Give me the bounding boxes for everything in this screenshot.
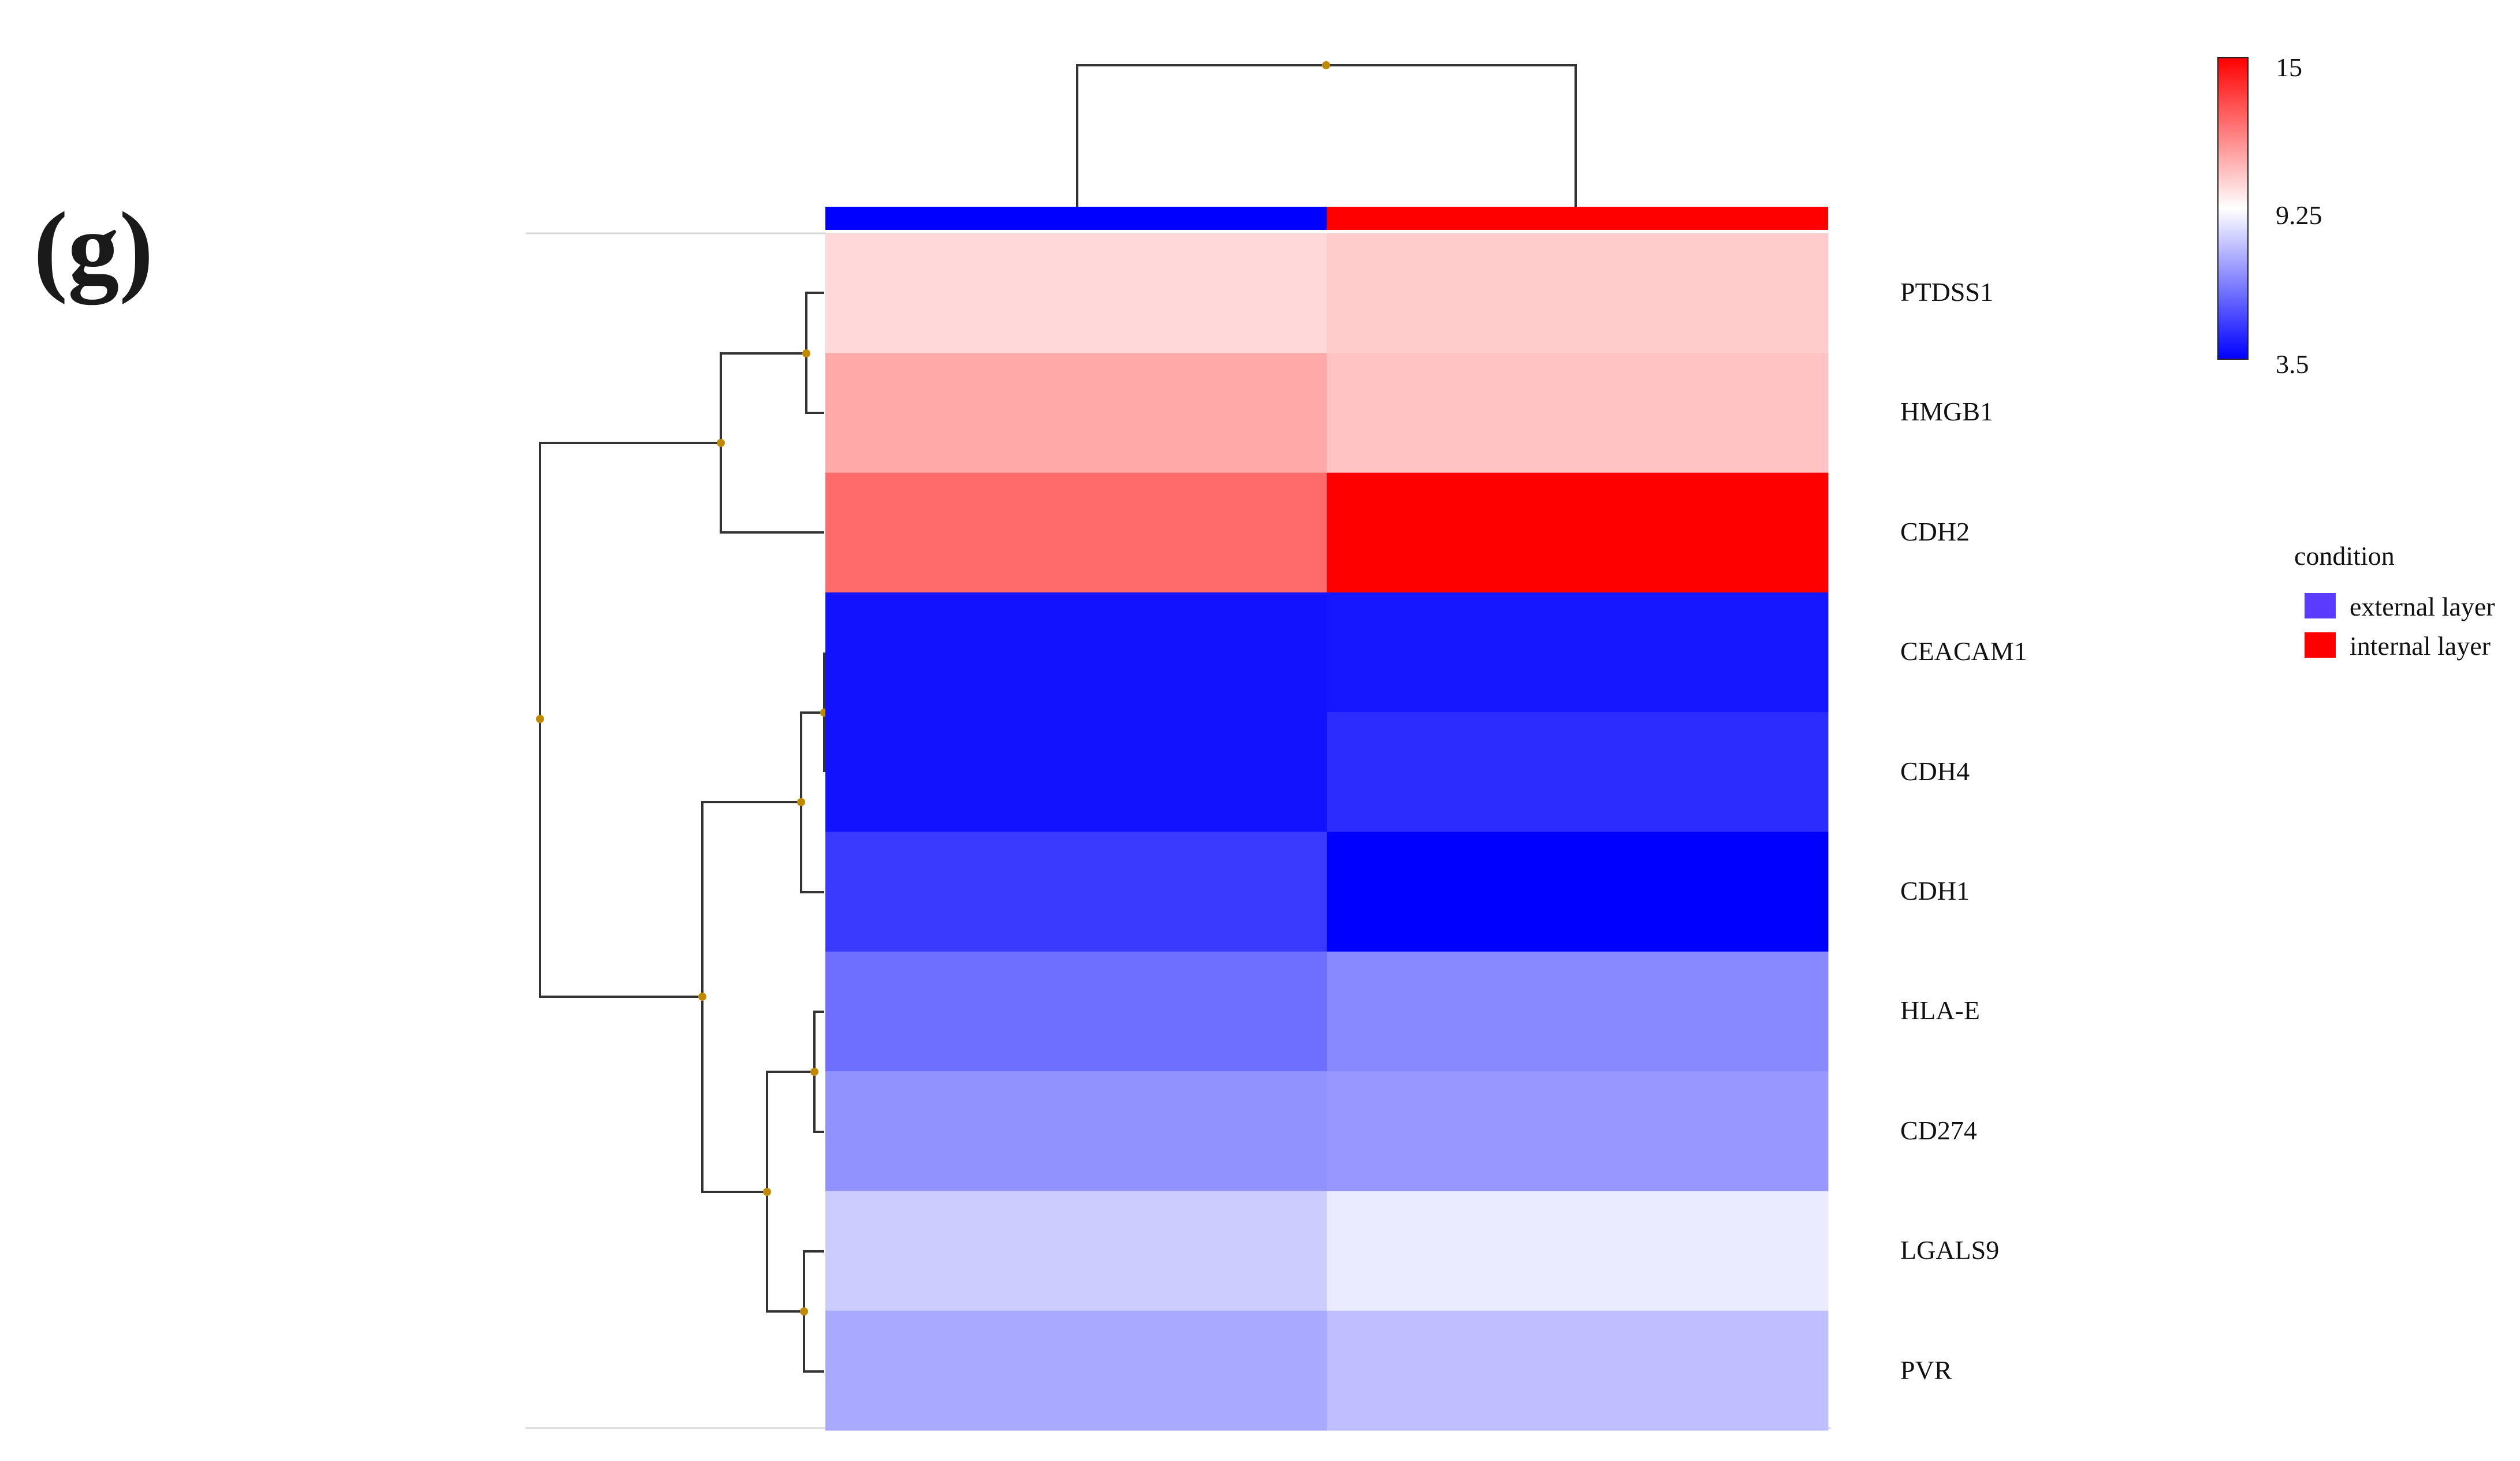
legend-label-external-layer: external layer [2350,592,2495,621]
column-dendrogram [1076,61,1577,207]
row-dendrogram-node [797,798,805,806]
heatmap-cells [825,233,1829,1431]
color-scale-mid-label: 9.25 [2276,200,2322,230]
row-label-cdh4: CDH4 [1900,756,1970,786]
condition-legend-title: condition [2294,541,2395,571]
row-label-cd274: CD274 [1900,1116,1977,1145]
condition-annotation-bar [825,207,1828,230]
color-scale-max-label: 15 [2276,53,2302,82]
condition-bar-external-layer [825,207,1327,230]
row-dendrogram-node [810,1068,818,1076]
column-dendrogram-node [1322,61,1330,69]
row-label-ceacam1: CEACAM1 [1900,636,2027,666]
row-label-cdh1: CDH1 [1900,876,1970,905]
heatmap-cell-ptdss1-external-layer [825,233,1327,353]
heatmap-cell-ceacam1-internal-layer [1327,592,1829,713]
row-label-hla-e: HLA-E [1900,996,1980,1025]
row-labels: PTDSS1 HMGB1 CDH2 CEACAM1 CDH4 CDH1 HLA-… [1900,277,2027,1385]
row-label-cdh2: CDH2 [1900,517,1970,546]
heatmap-cell-cdh4-external-layer [825,712,1327,832]
heatmap-cell-hla-e-internal-layer [1327,951,1829,1072]
row-dendrogram-node [800,1307,808,1315]
row-dendrogram [536,292,828,1373]
row-dendrogram-branch [766,1071,814,1313]
heatmap-cell-ptdss1-internal-layer [1327,233,1829,353]
heatmap-cell-hla-e-external-layer [825,951,1327,1072]
heatmap-cell-cdh2-external-layer [825,472,1327,593]
condition-bar-internal-layer [1327,207,1828,230]
panel-label: (g) [33,191,154,305]
heatmap-cell-hmgb1-external-layer [825,353,1327,474]
heatmap-cell-cdh1-external-layer [825,832,1327,952]
legend-label-internal-layer: internal layer [2350,631,2491,661]
heatmap-cell-cd274-external-layer [825,1071,1327,1191]
color-scale-min-label: 3.5 [2276,349,2309,379]
legend-swatch-external-layer [2305,593,2336,618]
heatmap-cell-cdh4-internal-layer [1327,712,1829,832]
heatmap-cell-cd274-internal-layer [1327,1071,1829,1191]
color-scale-legend: 15 9.25 3.5 [2217,53,2322,379]
row-dendrogram-branch [539,442,721,998]
heatmap-cell-cdh1-internal-layer [1327,832,1829,952]
heatmap-cell-ceacam1-external-layer [825,592,1327,713]
row-dendrogram-node [802,349,810,357]
row-label-ptdss1: PTDSS1 [1900,277,1993,307]
legend-swatch-internal-layer [2305,632,2336,658]
heatmap-cell-lgals9-external-layer [825,1191,1327,1311]
heatmap-cell-pvr-external-layer [825,1310,1327,1431]
color-scale-bar [2217,57,2249,360]
heatmap-cell-lgals9-internal-layer [1327,1191,1829,1311]
row-label-pvr: PVR [1900,1355,1952,1385]
heatmap-cell-hmgb1-internal-layer [1327,353,1829,474]
row-dendrogram-branch [720,352,824,534]
row-label-hmgb1: HMGB1 [1900,397,1993,426]
column-dendrogram-branch [1076,64,1577,207]
row-dendrogram-node [717,439,725,447]
row-label-lgals9: LGALS9 [1900,1235,1999,1265]
heatmap-cell-cdh2-internal-layer [1327,472,1829,593]
row-dendrogram-node [536,715,544,723]
row-dendrogram-node [698,993,706,1001]
heatmap-cell-pvr-internal-layer [1327,1310,1829,1431]
row-dendrogram-branch [701,801,801,1193]
condition-legend: condition external layer internal layer [2294,541,2495,661]
row-dendrogram-node [763,1188,771,1196]
